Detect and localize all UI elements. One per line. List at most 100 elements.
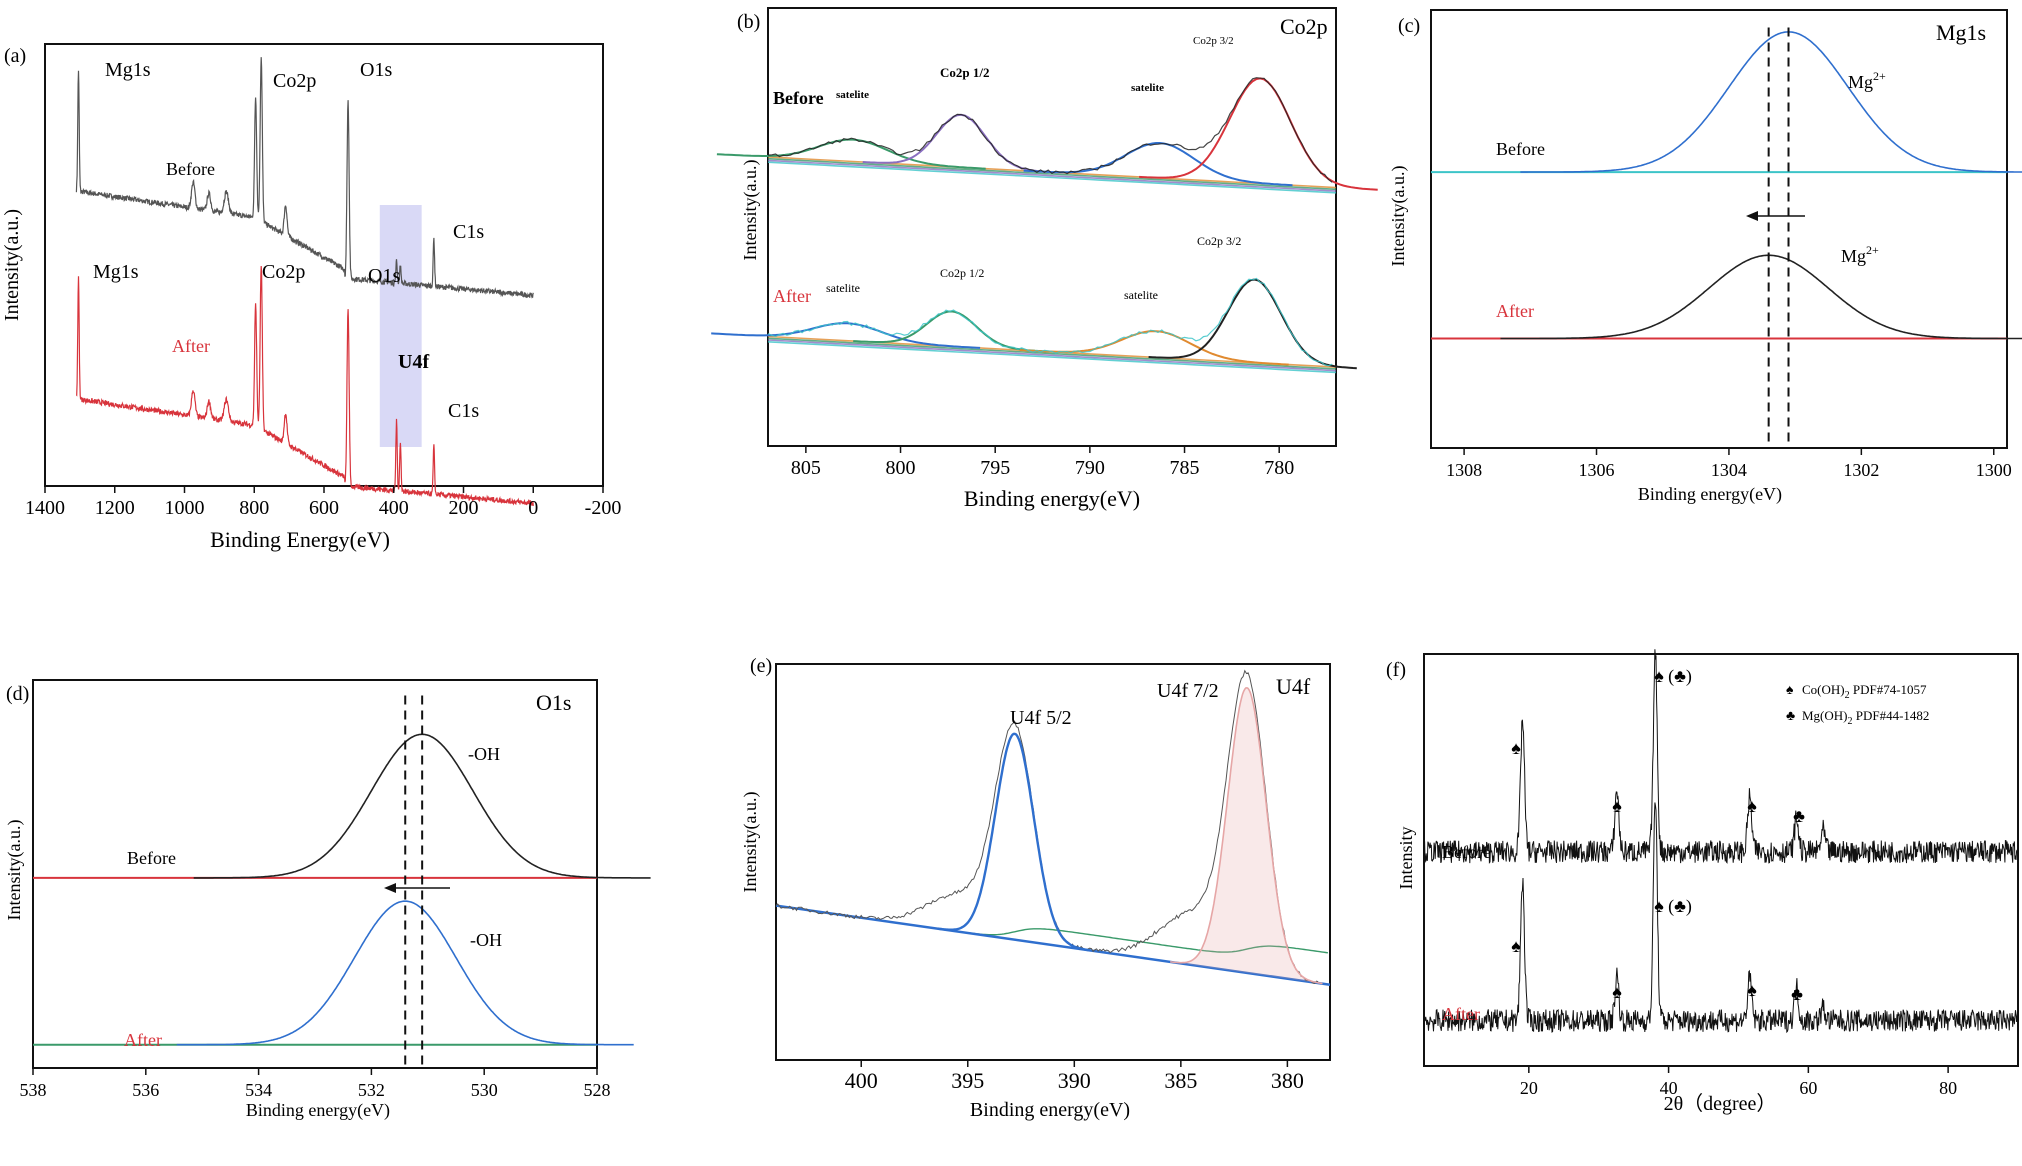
anno-f-after-label: After — [1442, 1004, 1480, 1024]
panel-d-xlabel: Binding energy(eV) — [246, 1100, 390, 1121]
panel-f-xlabel: 2θ（degree） — [1664, 1092, 1777, 1115]
panel-a: (a) 1400 1200 1000 800 600 400 200 0 -200 Intens… — [1, 43, 622, 552]
anno-b-before-satelite-2: satelite — [1131, 82, 1164, 94]
anno-e-u4f72: U4f 7/2 — [1157, 680, 1219, 702]
anno-c-before-mg2plus: Mg2+ — [1848, 69, 1886, 92]
marker-f-before-38: ♠ — [1654, 666, 1664, 686]
ticklabel-d-534: 534 — [245, 1080, 272, 1100]
legend-club-icon: ♣ — [1786, 709, 1795, 724]
anno-b-after-co2p32: Co2p 3/2 — [1197, 234, 1241, 248]
ticklabel-a--200: -200 — [585, 497, 622, 519]
marker-f-before-58: ♣ — [1793, 806, 1805, 826]
ticklabel-b-805: 805 — [791, 457, 821, 479]
anno-d-shift-arrowhead — [384, 883, 396, 893]
panel-e-ylabel: Intensity(a.u.) — [740, 792, 761, 893]
panel-e-label: (e) — [750, 655, 772, 677]
marker-f-before-19: ♠ — [1511, 738, 1521, 758]
ticklabel-b-795: 795 — [980, 457, 1010, 479]
ticklabel-d-538: 538 — [20, 1080, 47, 1100]
series-a-after — [75, 265, 534, 506]
anno-a-before-co2p: Co2p — [273, 70, 316, 92]
series-a-before — [75, 57, 534, 299]
ticklabel-d-532: 532 — [358, 1080, 385, 1100]
anno-b-before-co2p32: Co2p 3/2 — [1193, 35, 1234, 47]
panel-c-label: (c) — [1398, 15, 1420, 37]
ticklabel-b-785: 785 — [1170, 457, 1200, 479]
anno-a-before-o1s: O1s — [360, 59, 392, 81]
anno-a-after-mg1s: Mg1s — [93, 261, 139, 283]
component-b-before-0 — [716, 138, 986, 170]
panel-f-legend: ♠ Co(OH)2 PDF#74-1057 ♣ Mg(OH)2 PDF#44-1… — [1786, 682, 1929, 727]
marker-f-after-32: ♠ — [1612, 982, 1622, 1002]
anno-a-after-co2p: Co2p — [262, 261, 305, 283]
panel-e-frame — [775, 663, 1331, 1061]
ticklabel-c-1302: 1302 — [1843, 460, 1879, 480]
anno-c-after-label: After — [1496, 301, 1534, 321]
bg-b-before-3 — [767, 161, 1337, 194]
bg-b-after-1 — [767, 337, 1337, 370]
bg-b-before-2 — [767, 159, 1337, 192]
peak-c-after — [1500, 254, 2022, 340]
marker-f-after-38-club: (♣) — [1668, 896, 1692, 917]
ticklabel-c-1306: 1306 — [1579, 460, 1615, 480]
ticklabel-a-400: 400 — [379, 497, 409, 519]
ticklabel-d-528: 528 — [584, 1080, 611, 1100]
panel-c-frame — [1430, 9, 2008, 449]
background-e-linear — [775, 904, 1331, 986]
panel-d: (d) O1s 538 536 534 532 530 528 Intensity(a.u… — [4, 679, 651, 1121]
ticklabel-d-536: 536 — [132, 1080, 159, 1100]
legend-mg-oh2: Mg(OH)2 PDF#44-1482 — [1802, 708, 1929, 727]
anno-b-before-label: Before — [773, 88, 824, 108]
panel-d-frame — [32, 679, 598, 1069]
anno-a-after-c1s: C1s — [448, 400, 479, 422]
panel-b-frame — [767, 7, 1337, 447]
ticklabel-e-385: 385 — [1164, 1068, 1197, 1093]
ticklabel-f-40: 40 — [1660, 1078, 1678, 1098]
anno-d-after-oh: -OH — [470, 930, 502, 950]
anno-b-after-satelite-2: satelite — [1124, 288, 1158, 302]
legend-spade-icon: ♠ — [1786, 683, 1794, 698]
anno-a-after-label: After — [172, 336, 210, 356]
panel-a-u4f-highlight — [379, 205, 422, 447]
envelope-b-before — [767, 77, 1333, 183]
panel-b: (b) Co2p 805 800 795 790 785 780 Intensity(a.… — [711, 7, 1378, 511]
envelope-b-after — [767, 277, 1333, 367]
panel-b-xlabel: Binding energy(eV) — [964, 486, 1140, 511]
panel-c-xlabel: Binding energy(eV) — [1638, 484, 1782, 505]
anno-c-after-mg2plus: Mg2+ — [1841, 243, 1879, 266]
ticklabel-e-395: 395 — [951, 1068, 984, 1093]
panel-e: (e) U4f 400 395 390 385 380 Intensity(a.u.) … — [740, 655, 1331, 1121]
panel-c-title: Mg1s — [1936, 20, 1986, 45]
panel-e-xlabel: Binding energy(eV) — [970, 1099, 1130, 1121]
component-b-before-3 — [1139, 77, 1378, 191]
legend-co-oh2: Co(OH)2 PDF#74-1057 — [1802, 682, 1927, 701]
panel-a-ylabel: Intensity(a.u.) — [1, 209, 23, 321]
peak-e-u4f72 — [1170, 686, 1323, 985]
anno-a-after-o1s: O1s — [368, 265, 400, 287]
ticklabel-f-80: 80 — [1939, 1078, 1957, 1098]
anno-b-after-label: After — [773, 286, 811, 306]
pattern-f-after — [1423, 802, 2019, 1034]
panel-f: (f) 20 40 60 80 Intensity 2θ（degree） Before… — [1386, 649, 2019, 1115]
ticklabel-e-380: 380 — [1271, 1068, 1304, 1093]
ticklabel-b-800: 800 — [886, 457, 916, 479]
marker-f-after-38: ♠ — [1654, 896, 1664, 916]
ticklabel-b-790: 790 — [1075, 457, 1105, 479]
marker-f-after-51: ♠ — [1747, 980, 1757, 1000]
ticklabel-e-390: 390 — [1058, 1068, 1091, 1093]
panel-d-title: O1s — [536, 690, 571, 715]
ticklabel-e-400: 400 — [845, 1068, 878, 1093]
ticklabel-d-530: 530 — [471, 1080, 498, 1100]
anno-c-before-label: Before — [1496, 139, 1545, 159]
panel-d-label: (d) — [6, 683, 29, 705]
panel-a-label: (a) — [4, 45, 26, 67]
panel-b-label: (b) — [737, 11, 760, 33]
anno-a-before-c1s: C1s — [453, 221, 484, 243]
panel-c-ylabel: Intensity(a.u.) — [1388, 166, 1409, 267]
ticklabel-a-1400: 1400 — [25, 497, 65, 519]
anno-b-after-co2p12: Co2p 1/2 — [940, 266, 984, 280]
anno-b-before-co2p12: Co2p 1/2 — [940, 65, 989, 80]
ticklabel-c-1300: 1300 — [1976, 460, 2012, 480]
bg-b-after-3 — [767, 341, 1337, 374]
anno-e-u4f52: U4f 5/2 — [1010, 707, 1072, 729]
